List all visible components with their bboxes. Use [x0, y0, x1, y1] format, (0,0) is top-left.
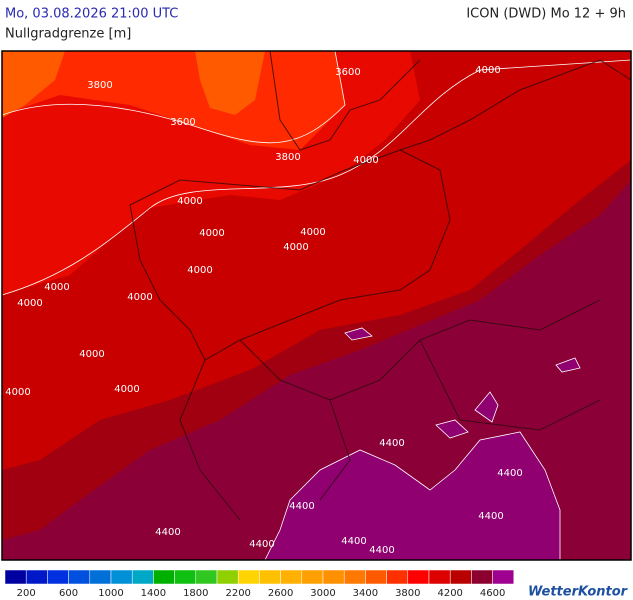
region-3400	[195, 51, 265, 115]
coastline	[269, 50, 632, 151]
legend-swatch	[428, 569, 451, 585]
legend-swatch	[195, 569, 218, 585]
region-4600	[435, 419, 469, 439]
legend-swatch	[131, 569, 154, 585]
contour-label: 4400	[478, 511, 503, 522]
contour-label: 4000	[177, 196, 202, 207]
legend-swatch	[216, 569, 239, 585]
contour-label: 4000	[114, 384, 139, 395]
legend-swatch	[110, 569, 133, 585]
legend-label: 2200	[225, 588, 250, 599]
legend-label: 2600	[268, 588, 293, 599]
contour-label: 4000	[17, 298, 42, 309]
legend-swatch	[280, 569, 303, 585]
logo: WetterKontor	[528, 585, 629, 600]
contour-label: 4000	[187, 265, 212, 276]
contour-label: 4000	[283, 242, 308, 253]
legend-swatch	[89, 569, 112, 585]
map-frame	[1, 50, 632, 561]
contour-label: 4400	[341, 536, 366, 547]
region-3400	[2, 51, 65, 118]
model-run: ICON (DWD) Mo 12 + 9h	[466, 7, 626, 22]
legend-swatch	[449, 569, 472, 585]
datetime: Mo, 03.08.2026 21:00 UTC	[5, 7, 178, 22]
contour-label: 4000	[5, 387, 30, 398]
legend-label: 3400	[353, 588, 378, 599]
legend-swatch	[25, 569, 48, 585]
country-border	[129, 149, 451, 361]
legend-swatch	[174, 569, 197, 585]
legend-label: 4600	[480, 588, 505, 599]
parameter: Nullgradgrenze [m]	[5, 27, 131, 42]
contour-label: 4000	[300, 227, 325, 238]
legend-swatch	[237, 569, 260, 585]
contour-label: 4400	[155, 527, 180, 538]
contour-label: 4000	[199, 228, 224, 239]
legend-swatch	[153, 569, 175, 585]
contour-label: 3800	[275, 152, 300, 163]
legend-swatch	[407, 569, 430, 585]
country-border	[179, 299, 601, 521]
legend-swatch	[386, 569, 409, 585]
contour-label: 3600	[335, 67, 360, 78]
legend-swatch	[471, 569, 493, 585]
contour-label: 3600	[170, 117, 195, 128]
region-4600	[344, 327, 373, 341]
region-4600	[474, 391, 499, 423]
legend-label: 600	[59, 588, 78, 599]
contour-label: 4400	[249, 539, 274, 550]
contour-label: 4400	[289, 501, 314, 512]
legend: 200 600 1000 1400 1800 2200 2600 3000 3400 3800 42…	[4, 569, 515, 599]
contour-label: 4000	[353, 155, 378, 166]
legend-label: 4200	[437, 588, 462, 599]
contour-label: 4000	[127, 292, 152, 303]
contour-label: 3800	[87, 80, 112, 91]
legend-swatch	[343, 569, 366, 585]
contour-label: 4400	[497, 468, 522, 479]
legend-swatch	[492, 569, 515, 585]
legend-label: 1400	[141, 588, 166, 599]
isoline	[1, 59, 632, 296]
region-4600	[555, 357, 581, 373]
legend-label: 1000	[98, 588, 123, 599]
contour-label: 4400	[369, 545, 394, 556]
legend-label: 200	[17, 588, 36, 599]
legend-swatch	[259, 569, 281, 585]
legend-swatch	[365, 569, 387, 585]
contour-label: 4000	[44, 282, 69, 293]
legend-swatch	[68, 569, 91, 585]
map-area: 3800 3600 4000 3600 3800 4000 4000 4000 …	[1, 50, 632, 561]
legend-label: 3000	[310, 588, 335, 599]
isoline	[1, 50, 346, 144]
legend-swatch	[4, 569, 27, 585]
contour-label: 4400	[379, 438, 404, 449]
legend-swatch	[301, 569, 324, 585]
legend-label: 3800	[395, 588, 420, 599]
legend-swatch	[47, 569, 69, 585]
contour-label: 4000	[79, 349, 104, 360]
legend-swatch	[322, 569, 345, 585]
contour-label: 4000	[475, 65, 500, 76]
legend-label: 1800	[183, 588, 208, 599]
